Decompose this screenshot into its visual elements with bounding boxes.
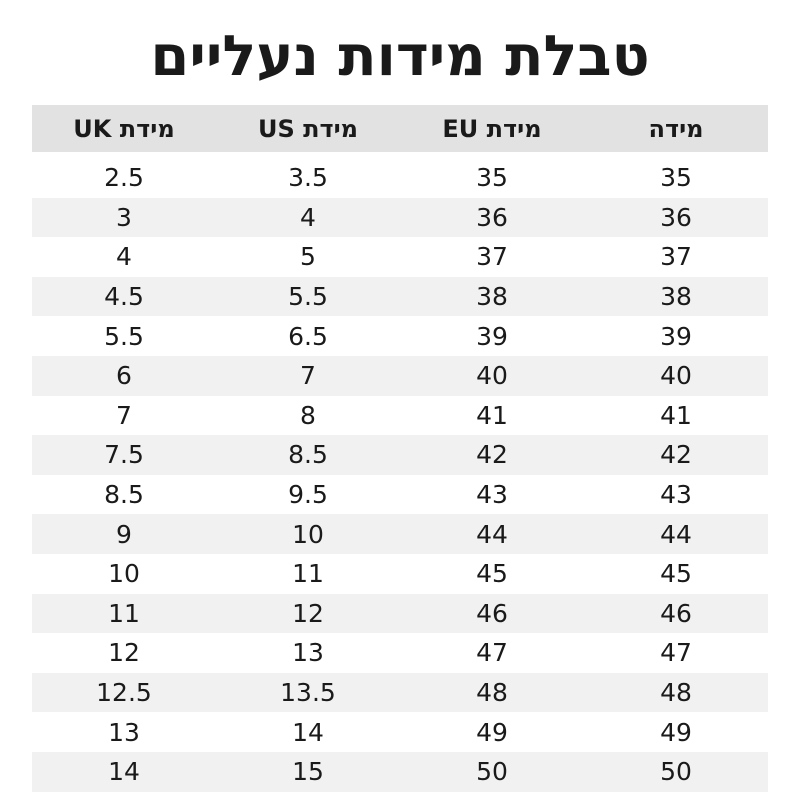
table-row: 46 46 12 11 [32, 593, 768, 634]
table-cell: 2.5 [104, 163, 144, 193]
table-row: 45 45 11 10 [32, 554, 768, 594]
table-cell: 40 [584, 355, 768, 396]
table-cell: 37 [476, 242, 508, 272]
table-cell: 44 [400, 514, 584, 554]
table-cell: 11 [292, 559, 324, 589]
table-row: 39 39 6.5 5.5 [32, 316, 768, 356]
table-cell: 9.5 [288, 480, 328, 510]
table-cell: 13.5 [216, 672, 400, 713]
table-cell: 4.5 [32, 276, 216, 317]
table-cell: 3 [32, 197, 216, 238]
table-cell: 44 [584, 514, 768, 554]
table-cell: 12.5 [32, 672, 216, 713]
table-cell: 5.5 [104, 321, 144, 351]
table-cell: 7.5 [32, 435, 216, 475]
table-cell: 35 [476, 163, 508, 193]
table-cell: 46 [400, 593, 584, 634]
table-cell: 35 [660, 163, 692, 193]
table-cell: 47 [476, 638, 508, 668]
table-row: 43 43 9.5 8.5 [32, 475, 768, 515]
table-cell: 8.5 [216, 435, 400, 475]
table-cell: 42 [584, 435, 768, 475]
table-cell: 41 [660, 400, 692, 430]
table-cell: 47 [660, 638, 692, 668]
table-row: 50 50 15 14 [32, 751, 768, 792]
table-row: 42 42 8.5 7.5 [32, 435, 768, 475]
table-cell: 43 [660, 480, 692, 510]
table-cell: 45 [476, 559, 508, 589]
table-cell: 49 [476, 717, 508, 747]
column-header: מידת UK [32, 105, 216, 152]
table-cell: 9 [32, 514, 216, 554]
table-row: 49 49 14 13 [32, 712, 768, 752]
column-header: מידה [584, 105, 768, 152]
table-cell: 45 [660, 559, 692, 589]
table-cell: 39 [476, 321, 508, 351]
table-cell: 10 [108, 559, 140, 589]
column-header: מידת US [216, 105, 400, 152]
table-cell: 14 [32, 751, 216, 792]
table-cell: 46 [584, 593, 768, 634]
table-cell: 8.5 [104, 480, 144, 510]
table-row: 40 40 7 6 [32, 355, 768, 396]
table-cell: 50 [400, 751, 584, 792]
table-cell: 49 [660, 717, 692, 747]
table-cell: 3.5 [288, 163, 328, 193]
table-cell: 7 [116, 400, 132, 430]
table-cell: 6.5 [288, 321, 328, 351]
table-cell: 14 [292, 717, 324, 747]
table-cell: 13 [292, 638, 324, 668]
table-cell: 37 [660, 242, 692, 272]
table-cell: 12 [108, 638, 140, 668]
table-cell: 41 [476, 400, 508, 430]
table-cell: 13 [108, 717, 140, 747]
table-cell: 39 [660, 321, 692, 351]
table-cell: 36 [584, 197, 768, 238]
table-row: 41 41 8 7 [32, 396, 768, 436]
table-cell: 5.5 [216, 276, 400, 317]
table-row: 36 36 4 3 [32, 197, 768, 238]
table-row: 37 37 5 4 [32, 237, 768, 277]
table-cell: 4 [216, 197, 400, 238]
table-cell: 38 [584, 276, 768, 317]
table-cell: 11 [32, 593, 216, 634]
table-row: 48 48 13.5 12.5 [32, 672, 768, 713]
table-cell: 5 [300, 242, 316, 272]
table-cell: 7 [216, 355, 400, 396]
table-row: 38 38 5.5 4.5 [32, 276, 768, 317]
size-table: מידה מידת EU מידת US מידת UK 35 35 3.5 2.5 36 36… [32, 105, 768, 792]
table-cell: 8 [300, 400, 316, 430]
table-row: 35 35 3.5 2.5 [32, 152, 768, 198]
column-header: מידת EU [400, 105, 584, 152]
table-cell: 10 [216, 514, 400, 554]
table-row: 44 44 10 9 [32, 514, 768, 554]
table-cell: 12 [216, 593, 400, 634]
table-row: 47 47 13 12 [32, 633, 768, 673]
table-cell: 38 [400, 276, 584, 317]
table-cell: 48 [584, 672, 768, 713]
table-cell: 42 [400, 435, 584, 475]
title: טבלת מידות נעליים [150, 24, 650, 89]
table-cell: 15 [216, 751, 400, 792]
table-cell: 40 [400, 355, 584, 396]
table-cell: 4 [116, 242, 132, 272]
table-cell: 43 [476, 480, 508, 510]
table-cell: 36 [400, 197, 584, 238]
header-row: מידה מידת EU מידת US מידת UK [32, 105, 768, 152]
table-cell: 6 [32, 355, 216, 396]
table-body: 35 35 3.5 2.5 36 36 4 3 37 37 5 4 38 38 5.5 4.5 39 39 6.5 5… [32, 152, 768, 792]
table-cell: 48 [400, 672, 584, 713]
table-cell: 50 [584, 751, 768, 792]
